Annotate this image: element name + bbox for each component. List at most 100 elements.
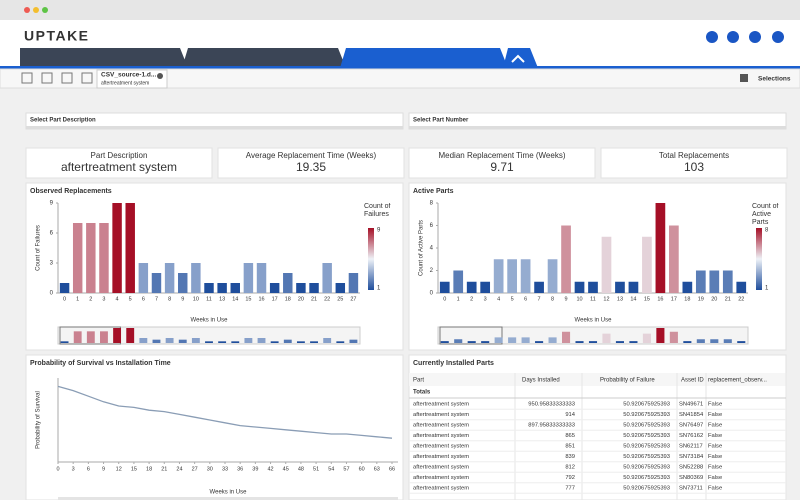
cell: aftertreatment system xyxy=(413,412,469,418)
bar xyxy=(736,281,747,293)
cell: aftertreatment system xyxy=(413,444,469,450)
y-tick-label: 0 xyxy=(430,291,434,297)
cell: aftertreatment system xyxy=(413,402,469,408)
cell: False xyxy=(708,402,722,408)
selections-icon[interactable] xyxy=(740,74,748,82)
bar xyxy=(230,283,240,293)
bar xyxy=(309,283,319,293)
navigator-bar xyxy=(642,333,651,343)
x-tick-label: 3 xyxy=(72,466,75,472)
x-tick-label: 18 xyxy=(684,296,690,302)
x-tick-label: 63 xyxy=(374,466,380,472)
bar xyxy=(561,225,571,293)
colorbar-title-text: Count of Failures xyxy=(364,203,391,218)
x-tick-label: 13 xyxy=(219,296,225,302)
colorbar-title-text: Count of Active Parts xyxy=(752,203,779,226)
x-axis-label: Weeks in Use xyxy=(210,490,248,496)
navigator-bar xyxy=(100,331,108,343)
colorbar-label: 1 xyxy=(377,286,381,292)
icon-help[interactable] xyxy=(727,31,739,43)
window-dot[interactable] xyxy=(24,7,30,13)
x-tick-label: 20 xyxy=(298,296,304,302)
navigator-bar xyxy=(165,338,174,343)
tab[interactable] xyxy=(182,48,346,68)
tab[interactable] xyxy=(20,48,188,68)
x-tick-label: 9 xyxy=(565,296,568,302)
navigator-bar xyxy=(723,339,732,343)
bar xyxy=(138,263,149,293)
x-tick-label: 13 xyxy=(617,296,623,302)
navigator-bar xyxy=(218,341,227,343)
x-tick-label: 14 xyxy=(232,296,238,302)
x-tick-label: 6 xyxy=(142,296,145,302)
cell: 50.920675925393 xyxy=(623,433,670,439)
colorbar xyxy=(368,228,374,290)
tool-icon[interactable] xyxy=(61,72,73,84)
chevron xyxy=(511,54,525,63)
bar xyxy=(655,203,666,293)
x-tick-label: 66 xyxy=(389,466,395,472)
cell: 812 xyxy=(565,465,575,471)
navigator-bar xyxy=(60,341,69,343)
cell: False xyxy=(708,412,722,418)
navigator-window xyxy=(439,326,503,345)
navigator-bar xyxy=(562,331,571,343)
x-tick-label: 16 xyxy=(258,296,264,302)
cell: SN49671 xyxy=(679,402,703,408)
navigator-bar xyxy=(178,339,187,343)
content: Select Part Description Select Part Numbe… xyxy=(25,112,788,500)
selections[interactable]: Selections xyxy=(758,76,791,83)
tool-icon[interactable] xyxy=(41,72,53,84)
cell: 950.95833333333 xyxy=(528,402,575,408)
icon-settings[interactable] xyxy=(749,31,761,43)
column-header: replacement_observ... xyxy=(708,378,767,384)
cell: SN76497 xyxy=(679,423,703,429)
tool-icon[interactable] xyxy=(81,72,93,84)
window-dot[interactable] xyxy=(42,7,48,13)
x-tick-label: 9 xyxy=(181,296,184,302)
bar xyxy=(243,263,254,293)
colorbar-label: 1 xyxy=(765,286,769,292)
x-tick-label: 15 xyxy=(131,466,137,472)
toolbar xyxy=(0,68,800,89)
navigator-bar xyxy=(683,341,692,343)
sheet-tab[interactable] xyxy=(96,69,168,89)
icon-notifications[interactable] xyxy=(706,31,718,43)
navigator-bar xyxy=(508,337,517,343)
totals: Totals xyxy=(413,390,431,396)
bar xyxy=(86,223,96,293)
bar xyxy=(191,263,201,293)
kpi-value: 19.35 xyxy=(296,160,326,174)
cell: aftertreatment system xyxy=(413,454,469,460)
cell: False xyxy=(708,454,722,460)
navigator-bar xyxy=(602,333,611,343)
x-tick-label: 17 xyxy=(671,296,677,302)
x-tick-label: 18 xyxy=(285,296,291,302)
column-header: Part xyxy=(413,378,424,384)
y-tick-label: 2 xyxy=(430,268,434,274)
filter-bar xyxy=(26,126,403,129)
cell: aftertreatment system xyxy=(413,433,469,439)
x-tick-label: 12 xyxy=(116,466,122,472)
cell: 865 xyxy=(565,433,575,439)
window-dot[interactable] xyxy=(33,7,39,13)
x-tick-label: 0 xyxy=(56,466,59,472)
y-tick-label: 9 xyxy=(50,201,54,207)
icon-user[interactable] xyxy=(772,31,784,43)
x-tick-label: 5 xyxy=(129,296,132,302)
bar xyxy=(256,263,267,293)
tool-icon[interactable] xyxy=(21,72,33,84)
close-icon[interactable] xyxy=(157,73,163,79)
cell: aftertreatment system xyxy=(413,486,469,492)
tab-active[interactable] xyxy=(340,48,508,68)
navigator-bar xyxy=(615,341,624,343)
x-tick-label: 2 xyxy=(89,296,92,302)
y-tick-label: 6 xyxy=(430,223,434,229)
window-bar xyxy=(0,0,800,20)
cell: 839 xyxy=(565,454,575,460)
navigator-bar xyxy=(323,338,332,343)
cell: 50.920675925393 xyxy=(623,444,670,450)
chart-title: Probability of Survival vs Installation … xyxy=(30,360,171,367)
x-tick-label: 33 xyxy=(222,466,228,472)
panel xyxy=(408,182,787,351)
